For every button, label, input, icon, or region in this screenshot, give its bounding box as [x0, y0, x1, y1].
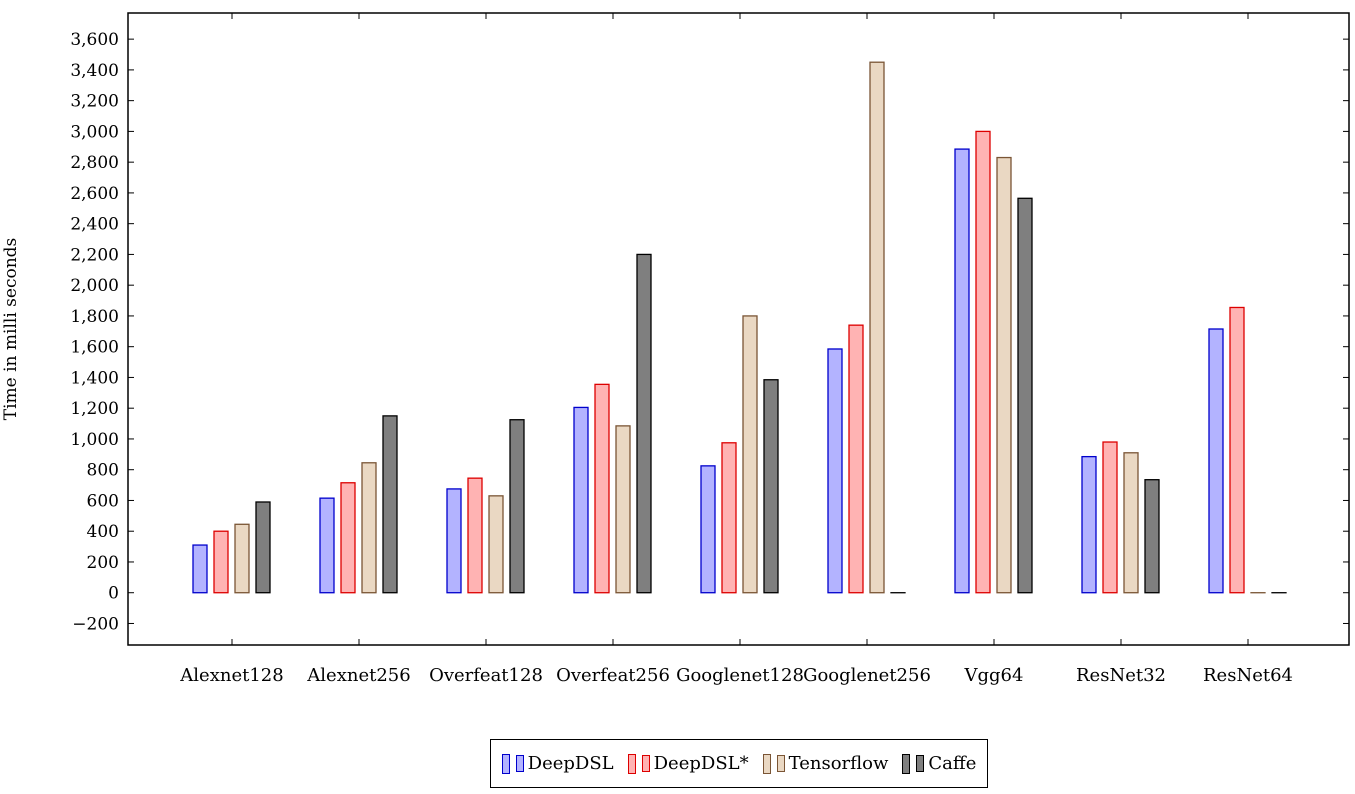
bar-tensorflow — [996, 156, 1012, 594]
y-axis-ticks: −200 0 200 400 600 800 1,000 1,200 1,400 1,600 1,8… — [70, 30, 1349, 634]
y-tick-label: 1,200 — [70, 399, 119, 419]
y-tick-label: −200 — [72, 614, 119, 634]
x-axis-ticks: Alexnet128 Alexnet256 Overfeat128 Overfeat2… — [179, 13, 1293, 686]
bar-caffe — [1017, 197, 1033, 594]
legend-item: DeepDSL — [501, 753, 614, 774]
y-tick-label: 200 — [87, 553, 119, 573]
legend-swatch — [762, 753, 771, 774]
legend-item: DeepDSL* — [627, 753, 749, 774]
bar-deepdsl — [700, 465, 716, 594]
bar-chart: Time in milli seconds −200 0 200 400 600 800 1… — [1, 12, 1350, 686]
legend-swatch — [916, 755, 925, 772]
legend-item: Tensorflow — [762, 753, 889, 774]
x-tick-label: Alexnet128 — [179, 665, 283, 686]
bar-caffe — [255, 501, 271, 594]
x-tick-label: Vgg64 — [964, 665, 1024, 686]
bar-deepdsl — [467, 477, 483, 594]
bar-tensorflow — [488, 495, 504, 594]
y-tick-label: 0 — [108, 584, 119, 604]
legend-swatch — [902, 753, 911, 774]
y-tick-label: 2,200 — [70, 245, 119, 265]
bar-deepdsl — [1229, 306, 1245, 594]
y-tick-label: 2,000 — [70, 276, 119, 296]
y-tick-label: 2,800 — [70, 153, 119, 173]
legend-swatch — [627, 753, 636, 774]
bar-deepdsl — [1208, 328, 1224, 594]
legend-label: Tensorflow — [788, 753, 889, 774]
y-tick-label: 1,800 — [70, 307, 119, 327]
y-axis-label: Time in milli seconds — [1, 238, 21, 421]
bar-deepdsl — [848, 324, 864, 594]
legend-label: DeepDSL* — [653, 753, 749, 774]
bar-caffe — [382, 415, 398, 594]
bar-deepdsl — [954, 148, 970, 594]
bar-caffe — [636, 253, 652, 594]
y-tick-label: 3,200 — [70, 92, 119, 112]
y-tick-label: 2,600 — [70, 184, 119, 204]
legend-item: Caffe — [902, 753, 976, 774]
bar-deepdsl — [1102, 441, 1118, 594]
y-tick-label: 1,000 — [70, 430, 119, 450]
legend-swatch — [776, 755, 785, 772]
bar-deepdsl — [827, 348, 843, 594]
x-tick-label: Overfeat256 — [556, 665, 670, 686]
bar-caffe — [1144, 479, 1160, 594]
bar-deepdsl — [573, 406, 589, 594]
bar-deepdsl — [594, 383, 610, 594]
legend: DeepDSL DeepDSL* Tensorflow Caffe — [490, 739, 988, 788]
y-tick-label: 3,400 — [70, 61, 119, 81]
bar-tensorflow — [615, 425, 631, 594]
bars-layer — [192, 61, 1287, 594]
x-tick-label: Googlenet256 — [803, 665, 931, 686]
x-tick-label: Alexnet256 — [306, 665, 410, 686]
bar-caffe — [509, 419, 525, 594]
bar-deepdsl — [446, 488, 462, 594]
y-tick-label: 3,600 — [70, 30, 119, 50]
y-tick-label: 600 — [87, 491, 119, 511]
bar-deepdsl — [319, 497, 335, 594]
bar-tensorflow — [361, 462, 377, 594]
y-axis-label-group: Time in milli seconds — [1, 238, 21, 421]
x-tick-label: ResNet32 — [1076, 665, 1166, 686]
y-tick-label: 800 — [87, 461, 119, 481]
legend-label: DeepDSL — [527, 753, 614, 774]
y-tick-label: 1,400 — [70, 368, 119, 388]
y-tick-label: 400 — [87, 522, 119, 542]
legend-swatch — [501, 753, 510, 774]
x-tick-label: ResNet64 — [1203, 665, 1293, 686]
bar-deepdsl — [975, 130, 991, 594]
y-tick-label: 2,400 — [70, 215, 119, 235]
bar-deepdsl — [213, 530, 229, 594]
bar-tensorflow — [1123, 452, 1139, 594]
bar-caffe — [763, 379, 779, 594]
legend-label: Caffe — [928, 753, 977, 774]
bar-deepdsl — [340, 482, 356, 594]
bar-tensorflow — [234, 523, 250, 594]
bar-deepdsl — [192, 544, 208, 594]
x-tick-label: Overfeat128 — [429, 665, 543, 686]
x-tick-label: Googlenet128 — [676, 665, 804, 686]
bar-tensorflow — [869, 61, 885, 594]
legend-swatch — [641, 755, 650, 772]
y-tick-label: 3,000 — [70, 122, 119, 142]
plot-area-frame — [127, 12, 1350, 646]
bar-deepdsl — [1081, 455, 1097, 594]
bar-deepdsl — [721, 442, 737, 594]
bar-tensorflow — [742, 315, 758, 594]
legend-swatch — [515, 755, 524, 772]
y-tick-label: 1,600 — [70, 338, 119, 358]
